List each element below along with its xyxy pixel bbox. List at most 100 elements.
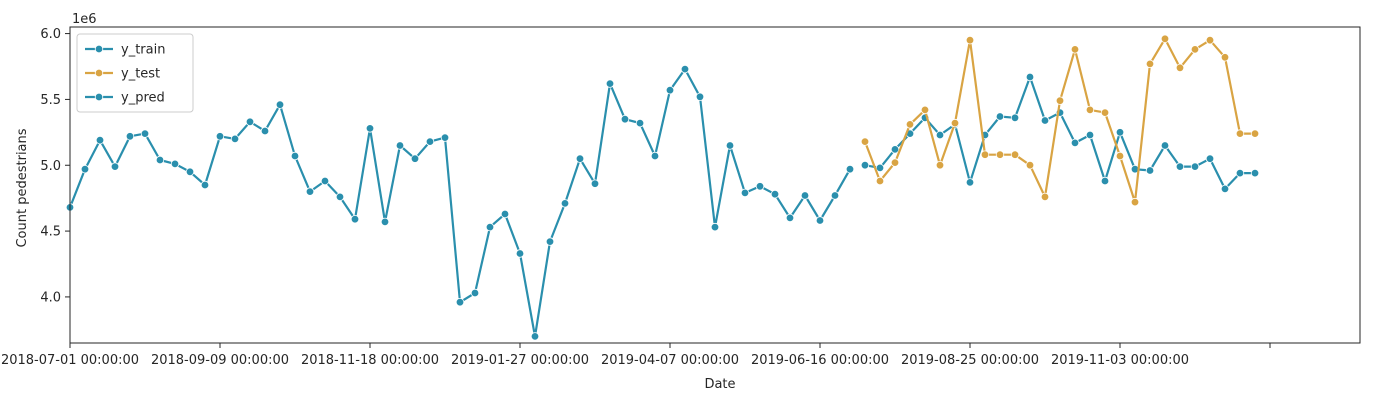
data-point — [695, 92, 705, 101]
legend-marker — [94, 44, 104, 54]
data-point — [245, 117, 255, 126]
data-point — [170, 159, 180, 169]
data-point — [1250, 168, 1260, 178]
data-point — [890, 158, 900, 167]
data-point — [1010, 150, 1020, 159]
data-point — [1190, 162, 1200, 171]
data-point — [320, 176, 330, 186]
data-point — [605, 79, 615, 88]
data-point — [95, 135, 105, 145]
data-point — [1070, 45, 1080, 54]
data-point — [740, 188, 750, 198]
y-tick-label: 5.0 — [40, 159, 61, 174]
legend-label: y_test — [121, 67, 160, 82]
data-point — [830, 191, 840, 200]
data-point — [980, 150, 990, 159]
data-point — [665, 85, 675, 95]
data-point — [1025, 72, 1035, 82]
data-point — [350, 214, 360, 224]
data-point — [950, 118, 960, 128]
data-point — [635, 118, 645, 128]
legend-label: y_pred — [121, 91, 165, 106]
series-y-pred — [860, 72, 1260, 194]
data-point — [425, 137, 435, 146]
data-point — [305, 187, 315, 196]
data-point — [335, 192, 345, 202]
plot-frame — [69, 26, 1361, 344]
series-line — [864, 75, 1255, 190]
y-axis-title: Count pedestrians — [15, 128, 30, 247]
data-point — [395, 141, 405, 150]
data-point — [1235, 129, 1245, 138]
data-point — [920, 105, 930, 115]
data-point — [1145, 166, 1155, 175]
data-point — [965, 178, 975, 187]
data-point — [110, 162, 120, 171]
data-point — [1130, 197, 1140, 207]
data-point — [230, 134, 240, 144]
data-point — [1145, 59, 1155, 69]
data-point — [890, 145, 900, 154]
legend-item-y-pred: y_pred — [85, 91, 165, 106]
y-tick-label: 6.0 — [40, 27, 61, 42]
data-point — [185, 167, 195, 176]
x-tick-label: 2018-07-01 00:00:00 — [1, 353, 139, 368]
data-point — [1175, 162, 1185, 171]
data-point — [455, 298, 465, 307]
data-point — [380, 217, 390, 227]
data-point — [1070, 138, 1080, 148]
data-point — [155, 155, 165, 165]
data-point — [1205, 36, 1215, 45]
x-tick-label: 2019-08-25 00:00:00 — [901, 353, 1039, 368]
data-point — [650, 151, 660, 161]
data-point — [440, 133, 450, 142]
x-tick-label: 2018-11-18 00:00:00 — [301, 353, 439, 368]
y-tick-label: 5.5 — [40, 93, 61, 108]
data-point — [560, 199, 570, 208]
data-point — [1100, 176, 1110, 186]
data-point — [1010, 113, 1020, 122]
legend-marker — [94, 68, 104, 78]
data-point — [485, 222, 495, 232]
data-point — [1250, 129, 1260, 138]
series-layer — [65, 34, 1260, 341]
legend-item-y-test: y_test — [85, 67, 160, 82]
data-point — [935, 130, 945, 140]
data-point — [1115, 151, 1125, 161]
data-point — [680, 64, 690, 74]
data-point — [770, 189, 780, 199]
data-point — [1085, 105, 1095, 115]
data-point — [515, 249, 525, 258]
data-point — [545, 237, 555, 246]
x-tick-label: 2019-01-27 00:00:00 — [451, 353, 589, 368]
y-offset-label: 1e6 — [72, 12, 97, 27]
data-point — [200, 180, 210, 190]
axes: 4.0 4.5 5.0 5.5 6.0 2018-07-01 00:00:00 2018-0… — [1, 26, 1361, 368]
data-point — [140, 129, 150, 138]
data-point — [875, 176, 885, 186]
data-point — [965, 36, 975, 45]
data-point — [815, 216, 825, 225]
legend: y_train y_test y_pred — [76, 33, 194, 113]
data-point — [1040, 116, 1050, 125]
data-point — [800, 191, 810, 200]
data-point — [1100, 108, 1110, 117]
data-point — [260, 126, 270, 136]
data-point — [860, 160, 870, 170]
legend-label: y_train — [121, 43, 165, 58]
data-point — [1055, 96, 1065, 105]
data-point — [1220, 184, 1230, 194]
data-point — [275, 100, 285, 109]
data-point — [1160, 34, 1170, 43]
x-axis-title: Date — [704, 377, 735, 392]
data-point — [1220, 53, 1230, 62]
x-tick-label: 2019-04-07 00:00:00 — [601, 353, 739, 368]
data-point — [575, 154, 585, 163]
data-point — [1040, 192, 1050, 202]
series-y-train — [65, 64, 855, 341]
data-point — [1115, 128, 1125, 137]
data-point — [1205, 154, 1215, 163]
y-tick-label: 4.0 — [40, 290, 61, 305]
data-point — [710, 222, 720, 232]
